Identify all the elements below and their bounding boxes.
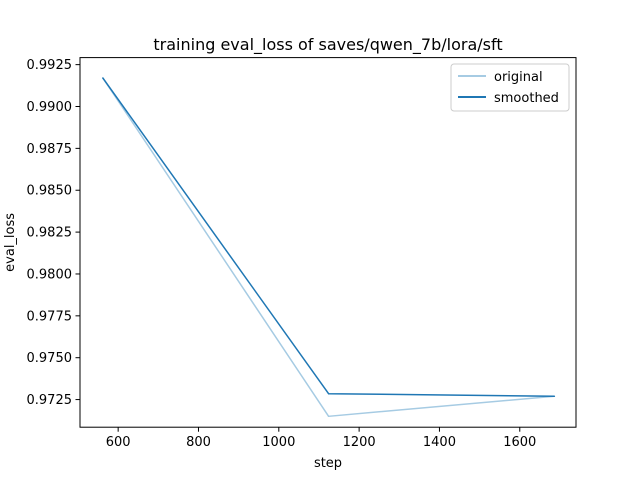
data-point-smoothed	[102, 77, 104, 79]
y-tick-label: 0.9725	[27, 393, 73, 408]
y-tick-label: 0.9900	[27, 100, 73, 115]
y-axis-ticks: 0.9725 0.9750 0.9775 0.9800 0.9825 0.9850 0.98…	[27, 58, 80, 408]
series-layer	[102, 77, 556, 418]
y-tick-label: 0.9750	[27, 351, 73, 366]
data-point-smoothed	[553, 395, 556, 397]
plot-frame	[79, 57, 577, 428]
x-tick-label: 1000	[262, 435, 295, 450]
x-tick-label: 800	[186, 435, 211, 450]
y-tick-label: 0.9800	[27, 267, 73, 282]
legend-label-smoothed: smoothed	[494, 91, 559, 106]
legend-label-original: original	[494, 70, 543, 85]
y-tick-label: 0.9925	[27, 58, 73, 73]
y-tick-label: 0.9875	[27, 142, 73, 157]
y-tick-label: 0.9850	[27, 184, 73, 199]
legend: original smoothed	[450, 63, 570, 112]
data-point-smoothed	[327, 392, 330, 395]
x-axis-label: step	[314, 456, 342, 471]
data-point-original	[327, 415, 330, 418]
x-tick-label: 1600	[503, 435, 536, 450]
y-tick-label: 0.9775	[27, 309, 73, 324]
y-tick-label: 0.9825	[27, 226, 73, 241]
x-axis-ticks: 600 800 1000 1200 1400 1600	[106, 427, 536, 450]
x-tick-label: 1200	[343, 435, 376, 450]
x-tick-label: 1400	[423, 435, 456, 450]
chart-title: training eval_loss of saves/qwen_7b/lora…	[153, 35, 502, 55]
y-axis-label: eval_loss	[3, 213, 18, 272]
x-tick-label: 600	[106, 435, 131, 450]
